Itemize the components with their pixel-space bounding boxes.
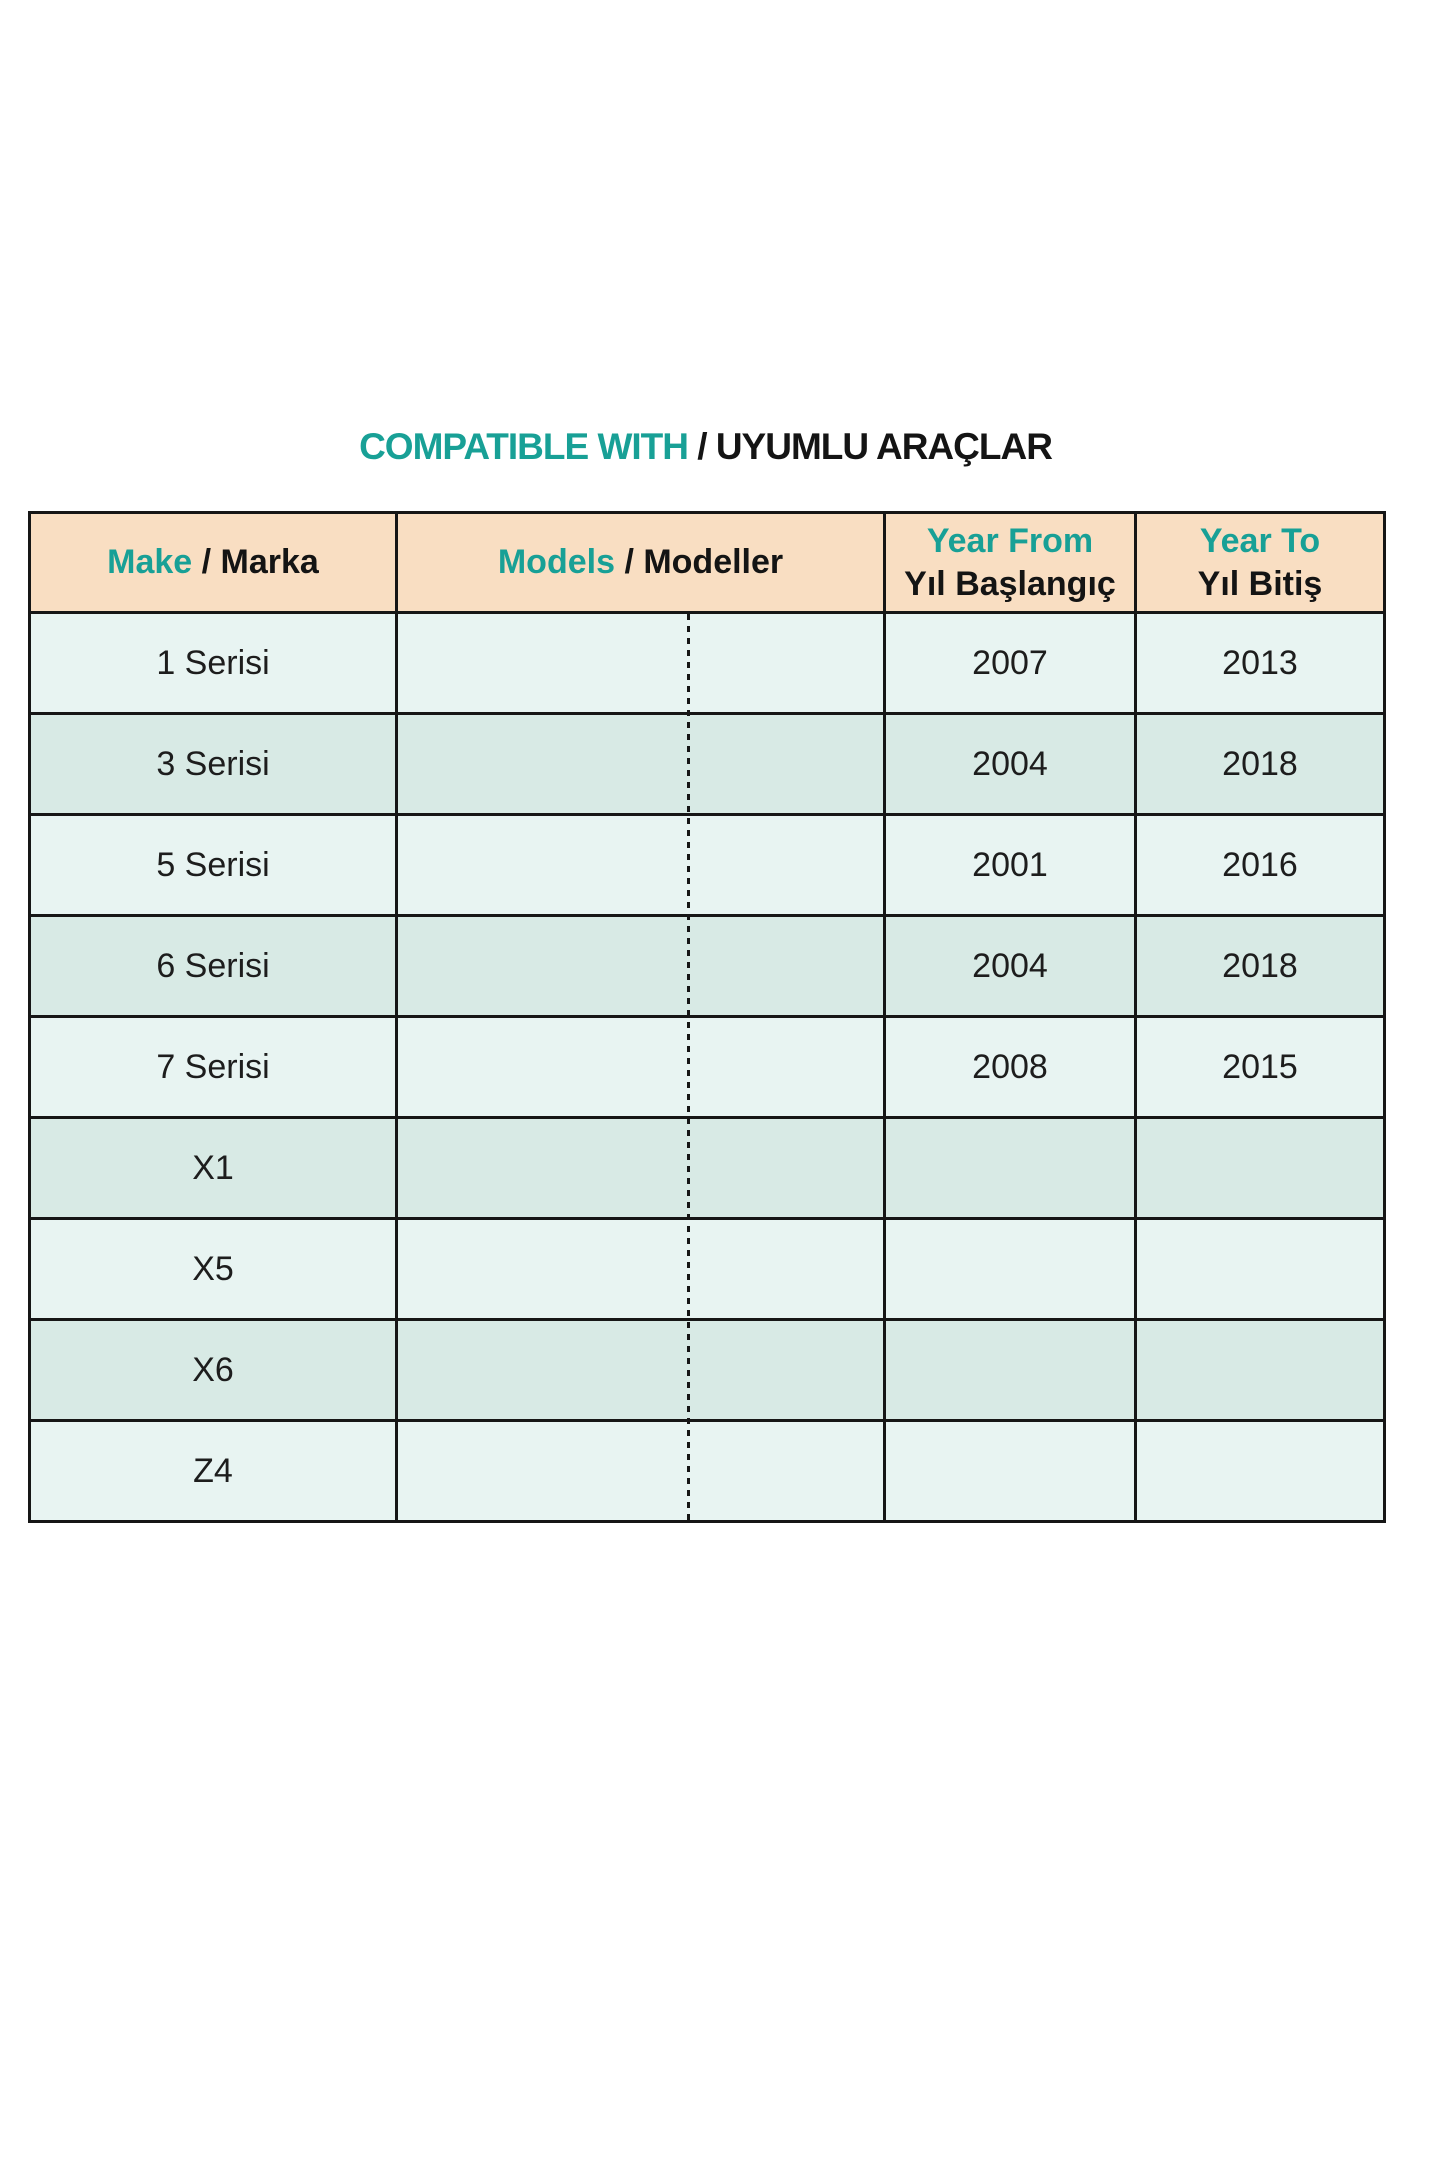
year-to-cell [1134, 1217, 1386, 1321]
header-year-from-en: Year From [926, 522, 1094, 560]
models-cell [395, 712, 886, 816]
year-from-cell [883, 1116, 1137, 1220]
models-cell [395, 914, 886, 1018]
table-row: Z4 [28, 1419, 1386, 1523]
make-cell: 6 Serisi [28, 914, 398, 1018]
year-to-cell: 2015 [1134, 1015, 1386, 1119]
table-row: X5 [28, 1217, 1386, 1321]
year-to-cell: 2013 [1134, 611, 1386, 715]
models-cell [395, 1419, 886, 1523]
page-title: COMPATIBLE WITH / UYUMLU ARAÇLAR [28, 426, 1383, 468]
year-to-cell [1134, 1318, 1386, 1422]
make-cell: X6 [28, 1318, 398, 1422]
compatibility-table-grid: Make / Marka Models / Modeller Year From… [28, 511, 1386, 1523]
header-year-from: Year From Yıl Başlangıç [883, 511, 1137, 614]
year-from-cell: 2001 [883, 813, 1137, 917]
year-from-cell: 2007 [883, 611, 1137, 715]
year-from-cell: 2004 [883, 712, 1137, 816]
compatibility-table: Make / Marka Models / Modeller Year From… [28, 511, 1386, 1523]
year-to-cell: 2016 [1134, 813, 1386, 917]
year-from-cell [883, 1318, 1137, 1422]
table-row: 6 Serisi 2004 2018 [28, 914, 1386, 1018]
header-models-en: Models [497, 543, 615, 582]
year-from-cell: 2004 [883, 914, 1137, 1018]
year-from-cell [883, 1419, 1137, 1523]
models-cell [395, 1116, 886, 1220]
header-year-from-tr: Yıl Başlangıç [904, 564, 1116, 603]
make-cell: X5 [28, 1217, 398, 1321]
year-from-cell: 2008 [883, 1015, 1137, 1119]
make-cell: 7 Serisi [28, 1015, 398, 1119]
table-row: X1 [28, 1116, 1386, 1220]
table-row: 3 Serisi 2004 2018 [28, 712, 1386, 816]
models-cell [395, 1318, 886, 1422]
make-cell: X1 [28, 1116, 398, 1220]
table-row: 5 Serisi 2001 2016 [28, 813, 1386, 917]
header-year-to: Year To Yıl Bitiş [1134, 511, 1386, 614]
header-make-en: Make [107, 543, 193, 582]
table-row: 1 Serisi 2007 2013 [28, 611, 1386, 715]
year-to-cell: 2018 [1134, 712, 1386, 816]
year-from-cell [883, 1217, 1137, 1321]
page-title-tr: / UYUMLU ARAÇLAR [697, 426, 1053, 467]
header-models-tr: / Modeller [624, 543, 784, 582]
models-cell [395, 611, 886, 715]
table-row: X6 [28, 1318, 1386, 1422]
header-year-to-tr: Yıl Bitiş [1197, 564, 1323, 603]
header-year-to-en: Year To [1199, 522, 1321, 560]
table-row: 7 Serisi 2008 2015 [28, 1015, 1386, 1119]
header-models: Models / Modeller [395, 511, 886, 614]
models-cell [395, 1217, 886, 1321]
header-make-tr: / Marka [201, 543, 319, 582]
models-cell [395, 813, 886, 917]
make-cell: 5 Serisi [28, 813, 398, 917]
make-cell: 1 Serisi [28, 611, 398, 715]
models-cell [395, 1015, 886, 1119]
make-cell: Z4 [28, 1419, 398, 1523]
header-row: Make / Marka Models / Modeller Year From… [28, 511, 1386, 614]
header-make: Make / Marka [28, 511, 398, 614]
year-to-cell: 2018 [1134, 914, 1386, 1018]
year-to-cell [1134, 1419, 1386, 1523]
make-cell: 3 Serisi [28, 712, 398, 816]
page-title-en: COMPATIBLE WITH [359, 426, 689, 467]
year-to-cell [1134, 1116, 1386, 1220]
